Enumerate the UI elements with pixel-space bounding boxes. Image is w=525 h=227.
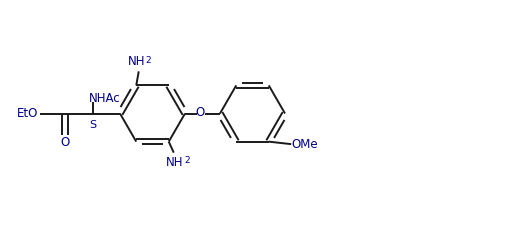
Text: S: S	[89, 120, 96, 130]
Text: EtO: EtO	[17, 107, 39, 120]
Text: NHAc: NHAc	[89, 91, 121, 104]
Text: O: O	[196, 106, 205, 119]
Text: OMe: OMe	[291, 138, 318, 151]
Text: O: O	[60, 136, 70, 150]
Text: 2: 2	[145, 56, 151, 65]
Text: 2: 2	[184, 156, 190, 165]
Text: NH: NH	[128, 55, 145, 68]
Text: NH: NH	[166, 156, 184, 169]
